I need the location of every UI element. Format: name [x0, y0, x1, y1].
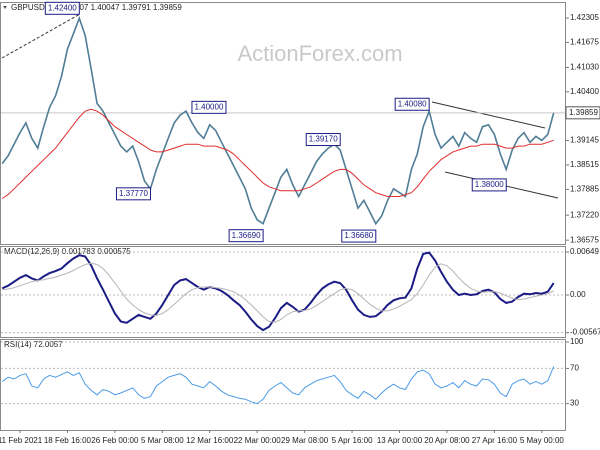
series-line	[2, 262, 554, 323]
menu-icon	[3, 6, 7, 9]
annotation-box	[394, 97, 430, 111]
y-tick-label: 1.39145	[570, 136, 599, 145]
price-panel	[0, 2, 566, 245]
x-tick-label: 27 Apr 16:00	[472, 436, 518, 445]
y-tick-label: -0.005679	[570, 328, 600, 337]
annotation-label: 1.42400	[48, 3, 77, 12]
y-tick-label: 1.42305	[570, 13, 599, 22]
annotation-box	[471, 178, 507, 192]
annotation-box	[115, 187, 151, 201]
y-tick-label: 30	[570, 399, 579, 408]
rsi-title: RSI(14) 72.0057	[4, 340, 63, 349]
y-tick-label: 1.37885	[570, 184, 599, 193]
chart-title: GBPUSD,H4 1.39807 1.40047 1.39791 1.3985…	[11, 3, 182, 12]
annotation-box	[44, 1, 80, 15]
series-line	[1, 251, 555, 332]
x-tick-label: 11 Feb 2021	[0, 436, 43, 445]
x-tick-label: 13 Apr 00:00	[377, 436, 423, 445]
y-tick-label: 1.41675	[570, 38, 599, 47]
annotation-label: 1.37770	[119, 189, 148, 198]
annotation-label: 1.36680	[344, 231, 373, 240]
x-tick-label: 26 Feb 00:00	[91, 436, 139, 445]
watermark: ActionForex.com	[237, 41, 402, 66]
series-line	[1, 15, 555, 226]
annotation-label: 1.36690	[232, 231, 261, 240]
last-price-box	[565, 106, 600, 120]
y-tick-label: 1.37220	[570, 210, 599, 219]
annotation-label: 1.40000	[194, 102, 223, 111]
y-tick-label: 0.00649	[570, 247, 599, 256]
rsi-panel	[0, 339, 566, 431]
annotation-box	[305, 133, 341, 147]
annotation-box	[228, 229, 264, 243]
annotation-box	[341, 229, 377, 243]
x-tick-label: 5 Apr 16:00	[332, 436, 373, 445]
x-tick-label: 29 Mar 08:00	[281, 436, 329, 445]
annotation-label: 1.40080	[398, 99, 427, 108]
series-line	[1, 108, 554, 199]
macd-panel	[0, 246, 566, 338]
annotation-label: 1.38000	[475, 180, 504, 189]
y-tick-label: 0.00	[570, 290, 586, 299]
x-tick-label: 5 May 00:00	[520, 436, 565, 445]
y-tick-label: 1.38515	[570, 160, 599, 169]
y-tick-label: 100	[570, 337, 584, 346]
x-tick-label: 22 Mar 00:00	[234, 436, 282, 445]
channel-line	[431, 101, 546, 129]
annotation-label: 1.39170	[309, 135, 338, 144]
y-tick-label: 1.40400	[570, 87, 599, 96]
y-tick-label: 1.36575	[570, 235, 599, 244]
y-tick-label: 1.41030	[570, 63, 599, 72]
y-tick-label: 70	[570, 364, 579, 373]
series-line	[1, 366, 555, 405]
annotation-box	[191, 100, 227, 114]
last-price-label: 1.39859	[569, 108, 598, 117]
x-tick-label: 18 Feb 16:00	[44, 436, 92, 445]
macd-title: MACD(12,26,9) 0.001783 0.000575	[4, 247, 131, 256]
x-tick-label: 5 Mar 08:00	[141, 436, 184, 445]
x-tick-label: 12 Mar 16:00	[186, 436, 234, 445]
x-tick-label: 20 Apr 08:00	[424, 436, 470, 445]
